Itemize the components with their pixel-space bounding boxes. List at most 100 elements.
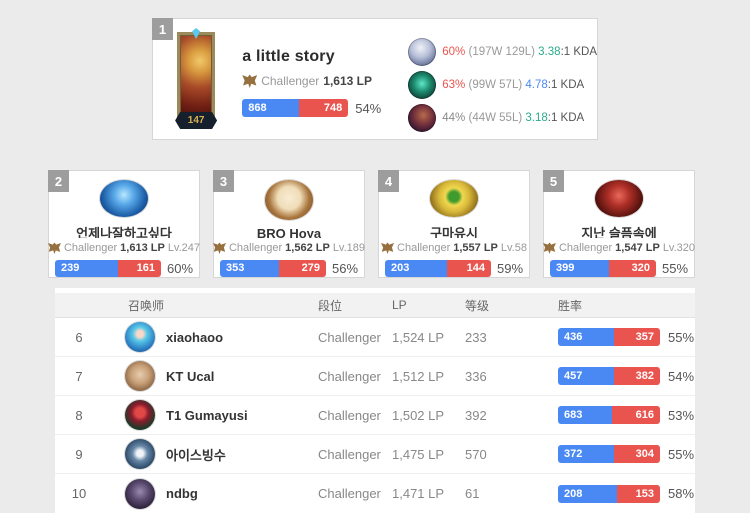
tier-cell: Challenger <box>318 446 381 462</box>
table-row-rank10[interactable]: 10 ndbg Challenger 1,471 LP 61 208 153 58… <box>55 474 695 513</box>
winloss-bar: 239 161 <box>54 260 161 277</box>
lp-value: 1,562 LP <box>285 242 330 254</box>
losses-segment: 382 <box>613 367 660 385</box>
rank4-player-card[interactable]: 4 구마유시 Challenger 1,557 LP Lv.58 203 144… <box>378 170 530 278</box>
lp-value: 1,547 LP <box>615 242 660 254</box>
champ-winrate: 60% <box>442 46 466 58</box>
player-name[interactable]: ndbg <box>166 486 198 501</box>
winloss-bar: 372 304 <box>558 445 660 463</box>
winloss-bar: 683 616 <box>558 406 660 424</box>
header-tier: 段位 <box>318 298 343 313</box>
player-name[interactable]: 아이스빙수 <box>166 447 226 463</box>
losses-segment: 279 <box>279 260 326 277</box>
losses-segment: 357 <box>614 328 660 346</box>
player-name[interactable]: 구마유시 <box>430 226 478 238</box>
losses-segment: 320 <box>608 260 656 277</box>
player-name[interactable]: xiaohaoo <box>166 329 224 345</box>
header-lp: LP <box>392 298 407 312</box>
lp-value: 1,557 LP <box>453 242 498 254</box>
rank-badge: 2 <box>48 170 69 192</box>
losses-segment: 304 <box>614 445 660 463</box>
winloss-bar: 353 279 <box>219 260 326 277</box>
wins-segment: 239 <box>54 260 119 277</box>
tier-cell: Challenger <box>318 368 381 384</box>
rank1-player-card[interactable]: 1 147 a little story Challenger 1,613 LP… <box>152 18 598 140</box>
winrate-label: 56% <box>331 261 359 276</box>
rank-badge: 5 <box>543 170 564 192</box>
level-cell: 570 <box>465 446 487 462</box>
header-winrate: 胜率 <box>558 298 583 313</box>
champ-kda: 3.18 <box>525 112 548 124</box>
champion-icon <box>408 71 437 99</box>
tier-line: Challenger 1,613 LP <box>242 74 381 88</box>
champ-winrate: 63% <box>442 79 466 91</box>
wins-segment: 868 <box>242 99 300 117</box>
level-label: Lv.320 <box>662 242 696 254</box>
wins-segment: 457 <box>558 367 614 385</box>
champ-record: (197W 129L) <box>468 46 535 58</box>
tier-cell: Challenger <box>318 486 381 501</box>
champion-icon <box>408 38 437 66</box>
player-avatar <box>430 180 478 218</box>
player-name[interactable]: KT Ucal <box>166 368 215 384</box>
champion-stats: 60% (197W 129L) 3.38:1 KDA 63% (99W 57L)… <box>408 38 597 132</box>
rank-cell: 6 <box>75 329 83 345</box>
winrate-label: 54% <box>355 100 382 116</box>
winloss-bar: 868 748 <box>242 99 349 117</box>
winrate-label: 55% <box>668 329 695 345</box>
winrate-label: 59% <box>496 261 524 276</box>
champion-icon <box>408 104 437 132</box>
table-row-rank6[interactable]: 6 xiaohaoo Challenger 1,524 LP 233 436 35… <box>55 318 695 357</box>
leaderboard-table: 召唤师 段位 LP 等级 胜率 6 xiaohaoo Challenger 1,… <box>55 288 695 513</box>
summoner-level-badge: 147 <box>175 112 218 129</box>
champion-stat-row: 63% (99W 57L) 4.78:1 KDA <box>408 71 597 99</box>
kda-suffix: :1 KDA <box>547 79 585 91</box>
rank3-player-card[interactable]: 3 BRO Hoya Challenger 1,562 LP Lv.189 35… <box>212 170 366 278</box>
lp-cell: 1,471 LP <box>392 486 445 501</box>
losses-segment: 748 <box>299 99 349 117</box>
losses-segment: 144 <box>446 260 491 277</box>
champion-stat-row: 60% (197W 129L) 3.38:1 KDA <box>408 38 597 66</box>
challenger-crest-icon <box>212 242 226 254</box>
header-summoner: 召唤师 <box>128 298 165 313</box>
lp-cell: 1,512 LP <box>392 368 445 384</box>
rank5-player-card[interactable]: 5 지난 슬픔속에 Challenger 1,547 LP Lv.320 399… <box>542 170 696 278</box>
rank-cell: 9 <box>75 446 83 462</box>
losses-segment: 153 <box>616 484 660 503</box>
tier-label: Challenger <box>397 242 451 254</box>
kda-suffix: :1 KDA <box>547 112 585 124</box>
rank-cell: 10 <box>71 486 87 501</box>
header-level: 等级 <box>465 298 490 313</box>
winloss-bar: 399 320 <box>549 260 656 277</box>
player-name[interactable]: a little story <box>242 48 335 65</box>
lp-cell: 1,475 LP <box>392 446 445 462</box>
rank-badge: 3 <box>213 170 234 192</box>
player-name[interactable]: BRO Hoya <box>256 225 322 238</box>
champion-stat-row: 44% (44W 55L) 3.18:1 KDA <box>408 104 597 132</box>
level-cell: 61 <box>465 486 480 501</box>
rank-cell: 7 <box>75 368 83 384</box>
player-name[interactable]: 언제나잘하고싶다 <box>76 226 172 238</box>
lp-cell: 1,502 LP <box>392 407 445 423</box>
table-row-rank7[interactable]: 7 KT Ucal Challenger 1,512 LP 336 457 382… <box>55 357 695 396</box>
player-name[interactable]: 지난 슬픔속에 <box>581 226 657 238</box>
rank-cell: 8 <box>75 407 83 423</box>
wins-segment: 208 <box>558 484 617 503</box>
wins-segment: 399 <box>549 260 609 277</box>
champ-record: (44W 55L) <box>468 112 523 124</box>
lp-value: 1,613 LP <box>120 242 165 254</box>
wins-segment: 353 <box>219 260 280 277</box>
tier-cell: Challenger <box>318 329 381 345</box>
tier-line: Challenger 1,613 LP Lv.247 <box>47 242 200 254</box>
level-label: Lv.189 <box>332 242 366 254</box>
table-row-rank8[interactable]: 8 T1 Gumayusi Challenger 1,502 LP 392 68… <box>55 396 695 435</box>
table-row-rank9[interactable]: 9 아이스빙수 Challenger 1,475 LP 570 372 304 5… <box>55 435 695 474</box>
player-name[interactable]: T1 Gumayusi <box>166 407 248 423</box>
player-avatar <box>125 478 155 509</box>
rank2-player-card[interactable]: 2 언제나잘하고싶다 Challenger 1,613 LP Lv.247 23… <box>47 170 200 278</box>
tier-line: Challenger 1,547 LP Lv.320 <box>542 242 696 254</box>
lp-value: 1,613 LP <box>323 74 372 88</box>
level-label: Lv.58 <box>500 242 527 254</box>
winrate-label: 54% <box>668 368 695 384</box>
winloss-bar: 203 144 <box>384 260 491 277</box>
